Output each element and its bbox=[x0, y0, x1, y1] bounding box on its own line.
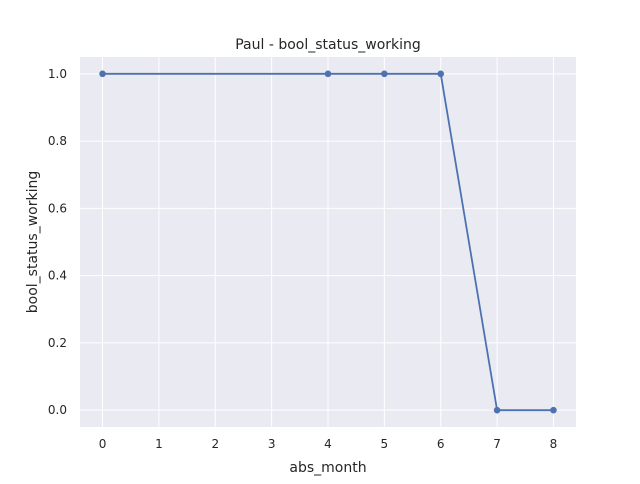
y-tick-label: 0.0 bbox=[48, 403, 67, 417]
data-point bbox=[437, 70, 445, 78]
x-tick-label: 4 bbox=[324, 437, 332, 451]
data-point bbox=[324, 70, 332, 78]
y-tick-label: 0.8 bbox=[48, 134, 67, 148]
series-line bbox=[102, 72, 554, 412]
data-point bbox=[550, 406, 557, 414]
x-tick-label: 3 bbox=[268, 437, 276, 451]
x-tick-label: 0 bbox=[99, 437, 107, 451]
y-tick-label: 0.2 bbox=[48, 336, 67, 350]
x-tick-label: 2 bbox=[211, 437, 219, 451]
data-point bbox=[381, 70, 388, 78]
y-axis-ticks: 0.0 0.2 0.4 0.6 0.8 1.0 bbox=[48, 67, 67, 417]
chart-title: Paul - bool_status_working bbox=[235, 37, 421, 53]
x-tick-label: 5 bbox=[381, 437, 389, 451]
y-axis-label: bool_status_working bbox=[25, 171, 41, 313]
y-tick-label: 0.6 bbox=[48, 201, 67, 215]
data-series bbox=[99, 70, 557, 414]
data-point bbox=[99, 70, 106, 78]
x-tick-label: 7 bbox=[493, 437, 501, 451]
x-axis-ticks: 0 1 2 3 4 5 6 7 8 bbox=[99, 437, 558, 451]
data-point bbox=[493, 406, 501, 414]
x-axis-label: abs_month bbox=[289, 460, 366, 476]
y-tick-label: 1.0 bbox=[48, 67, 67, 81]
x-tick-label: 1 bbox=[155, 437, 163, 451]
x-tick-label: 8 bbox=[550, 437, 558, 451]
y-tick-label: 0.4 bbox=[48, 269, 67, 283]
x-tick-label: 6 bbox=[437, 437, 445, 451]
